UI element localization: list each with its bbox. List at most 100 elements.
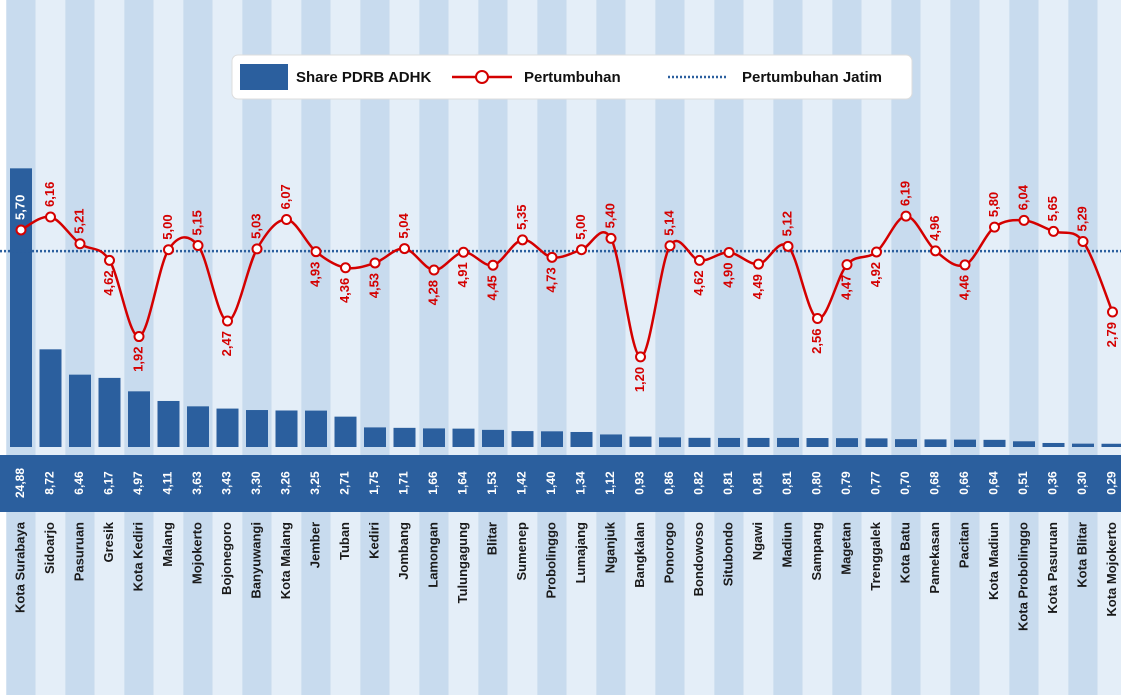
growth-label: 5,00 (160, 214, 175, 239)
bar (1072, 443, 1094, 447)
bar (364, 427, 386, 447)
growth-marker (694, 254, 705, 266)
growth-label: 4,47 (838, 275, 853, 300)
column-stripe (183, 0, 213, 455)
column-stripe (596, 512, 626, 695)
x-tick-label: Blitar (484, 522, 499, 555)
growth-label: 2,56 (809, 329, 824, 354)
share-label: 1,64 (456, 471, 470, 495)
legend-label: Share PDRB ADHK (296, 69, 431, 86)
growth-label: 4,90 (720, 263, 735, 288)
bar (954, 439, 976, 447)
share-label: 0,80 (810, 471, 824, 495)
growth-label: 4,73 (543, 267, 558, 292)
growth-label: 5,21 (71, 208, 86, 233)
share-label: 1,42 (515, 471, 529, 495)
growth-marker (812, 313, 823, 325)
growth-label: 5,04 (396, 213, 411, 239)
bar (482, 429, 504, 447)
growth-marker (635, 351, 646, 363)
growth-marker (163, 244, 174, 256)
column-stripe (684, 512, 715, 695)
column-stripe (242, 512, 272, 695)
column-stripe (714, 512, 744, 695)
growth-label: 4,53 (366, 273, 381, 298)
growth-label: 5,14 (661, 210, 676, 236)
growth-marker (340, 262, 351, 274)
x-tick-label: Gresik (101, 521, 116, 562)
column-stripe (802, 512, 833, 695)
column-stripe (212, 512, 243, 695)
growth-label: 5,80 (986, 192, 1001, 217)
column-stripe (950, 0, 980, 455)
share-label: 3,30 (249, 471, 263, 495)
x-tick-label: Tuban (337, 522, 352, 560)
growth-marker (841, 259, 853, 271)
column-stripe (566, 512, 597, 695)
column-stripe (35, 512, 66, 695)
legend-bar-swatch (240, 64, 288, 90)
column-stripe (979, 512, 1010, 695)
legend-label: Pertumbuhan (524, 69, 621, 86)
growth-label: 5,35 (514, 205, 529, 230)
x-tick-label: Kota Madiun (986, 522, 1001, 600)
share-label: 1,53 (485, 471, 499, 495)
growth-marker (930, 245, 941, 257)
growth-marker (664, 240, 676, 252)
x-tick-label: Banyuwangi (248, 522, 263, 599)
growth-label: 1,20 (632, 367, 647, 392)
growth-label: 2,47 (219, 331, 234, 356)
legend (231, 54, 913, 100)
bar (216, 408, 239, 447)
share-label: 0,70 (898, 471, 912, 495)
growth-label: 1,92 (130, 347, 145, 372)
column-stripe (891, 512, 921, 695)
growth-marker (399, 243, 410, 255)
growth-label: 5,15 (189, 210, 204, 235)
growth-label: 6,07 (278, 184, 293, 209)
x-tick-label: Probolinggo (543, 522, 558, 599)
share-label: 8,72 (43, 471, 57, 495)
x-tick-label: Sampang (809, 522, 824, 581)
column-stripe (183, 512, 213, 695)
growth-marker (222, 315, 233, 327)
growth-label: 4,28 (425, 280, 440, 305)
share-label: 0,29 (1105, 471, 1119, 495)
share-label: 1,71 (397, 471, 411, 495)
column-stripe (1038, 512, 1069, 695)
share-label: 0,79 (839, 471, 853, 495)
column-stripe (743, 512, 774, 695)
growth-marker (753, 258, 764, 270)
share-label: 2,71 (338, 471, 352, 495)
share-label: 0,36 (1046, 471, 1060, 495)
growth-label: 5,65 (1045, 196, 1060, 221)
x-tick-label: Kediri (366, 522, 381, 559)
column-stripe (1068, 512, 1098, 695)
column-stripe (330, 512, 361, 695)
growth-marker (428, 264, 440, 276)
column-stripe (861, 512, 892, 695)
share-label: 0,30 (1075, 471, 1089, 495)
growth-marker (15, 224, 27, 236)
bar (128, 391, 150, 447)
growth-label: 5,70 (12, 195, 27, 220)
x-tick-label: Kota Mojokerto (1104, 522, 1119, 617)
bar (1013, 441, 1035, 447)
x-tick-label: Ngawi (750, 522, 765, 560)
bar (10, 168, 32, 447)
growth-marker (192, 239, 204, 251)
bar (452, 428, 475, 447)
share-label: 0,81 (780, 471, 794, 495)
x-tick-label: Kota Blitar (1074, 522, 1089, 588)
x-tick-label: Nganjuk (602, 521, 617, 573)
growth-marker (487, 259, 499, 271)
x-tick-label: Bojonegoro (219, 522, 234, 595)
share-label: 0,93 (633, 471, 647, 495)
growth-marker (45, 211, 56, 223)
share-label: 0,82 (692, 471, 706, 495)
column-stripe (920, 512, 951, 695)
growth-marker (723, 247, 735, 259)
growth-marker (989, 221, 1000, 233)
growth-marker (517, 234, 528, 246)
share-label: 1,12 (603, 471, 617, 495)
